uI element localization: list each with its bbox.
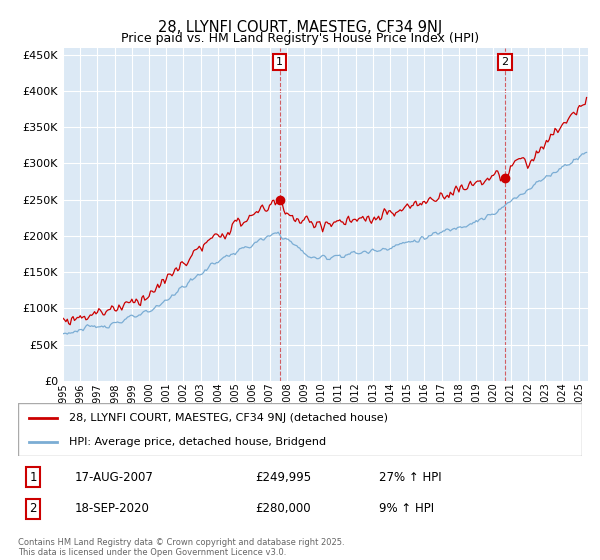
Text: 27% ↑ HPI: 27% ↑ HPI [379,470,442,484]
Text: Contains HM Land Registry data © Crown copyright and database right 2025.
This d: Contains HM Land Registry data © Crown c… [18,538,344,557]
Text: 9% ↑ HPI: 9% ↑ HPI [379,502,434,515]
Text: Price paid vs. HM Land Registry's House Price Index (HPI): Price paid vs. HM Land Registry's House … [121,32,479,45]
Text: HPI: Average price, detached house, Bridgend: HPI: Average price, detached house, Brid… [69,436,326,446]
Text: 17-AUG-2007: 17-AUG-2007 [74,470,153,484]
Text: 1: 1 [29,470,37,484]
FancyBboxPatch shape [18,403,582,456]
Text: 2: 2 [501,57,508,67]
Text: 2: 2 [29,502,37,515]
Text: £249,995: £249,995 [255,470,311,484]
Text: 18-SEP-2020: 18-SEP-2020 [74,502,149,515]
Text: 1: 1 [276,57,283,67]
Text: 28, LLYNFI COURT, MAESTEG, CF34 9NJ (detached house): 28, LLYNFI COURT, MAESTEG, CF34 9NJ (det… [69,413,388,423]
Text: 28, LLYNFI COURT, MAESTEG, CF34 9NJ: 28, LLYNFI COURT, MAESTEG, CF34 9NJ [158,20,442,35]
Text: £280,000: £280,000 [255,502,311,515]
